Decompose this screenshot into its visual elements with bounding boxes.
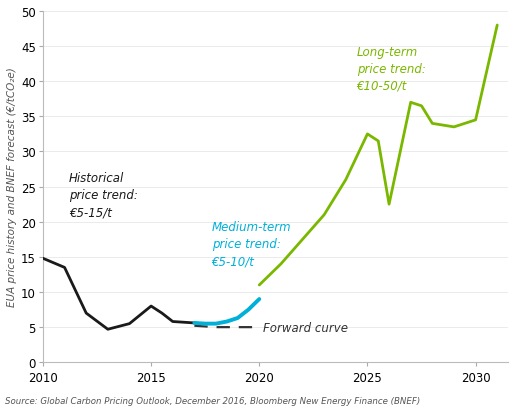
- Text: Forward curve: Forward curve: [263, 321, 348, 334]
- Text: Historical
price trend:
€5-15/t: Historical price trend: €5-15/t: [69, 172, 138, 219]
- Y-axis label: EUA price history and BNEF forecast (€/tCO₂e): EUA price history and BNEF forecast (€/t…: [7, 67, 17, 307]
- Text: Medium-term
price trend:
€5-10/t: Medium-term price trend: €5-10/t: [212, 221, 291, 268]
- Text: Source: Global Carbon Pricing Outlook, December 2016, Bloomberg New Energy Finan: Source: Global Carbon Pricing Outlook, D…: [5, 396, 420, 405]
- Text: Long-term
price trend:
€10-50/t: Long-term price trend: €10-50/t: [356, 46, 425, 92]
